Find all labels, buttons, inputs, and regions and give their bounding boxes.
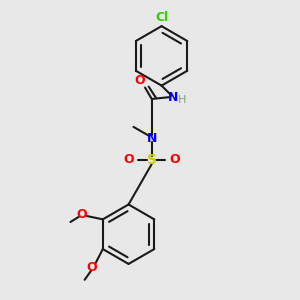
Text: S: S — [147, 153, 157, 167]
Text: O: O — [135, 74, 146, 88]
Text: N: N — [168, 91, 178, 104]
Text: N: N — [146, 132, 157, 145]
Text: O: O — [169, 153, 180, 167]
Text: O: O — [76, 208, 87, 221]
Text: H: H — [178, 95, 187, 105]
Text: O: O — [123, 153, 134, 167]
Text: O: O — [86, 261, 97, 274]
Text: Cl: Cl — [155, 11, 168, 24]
